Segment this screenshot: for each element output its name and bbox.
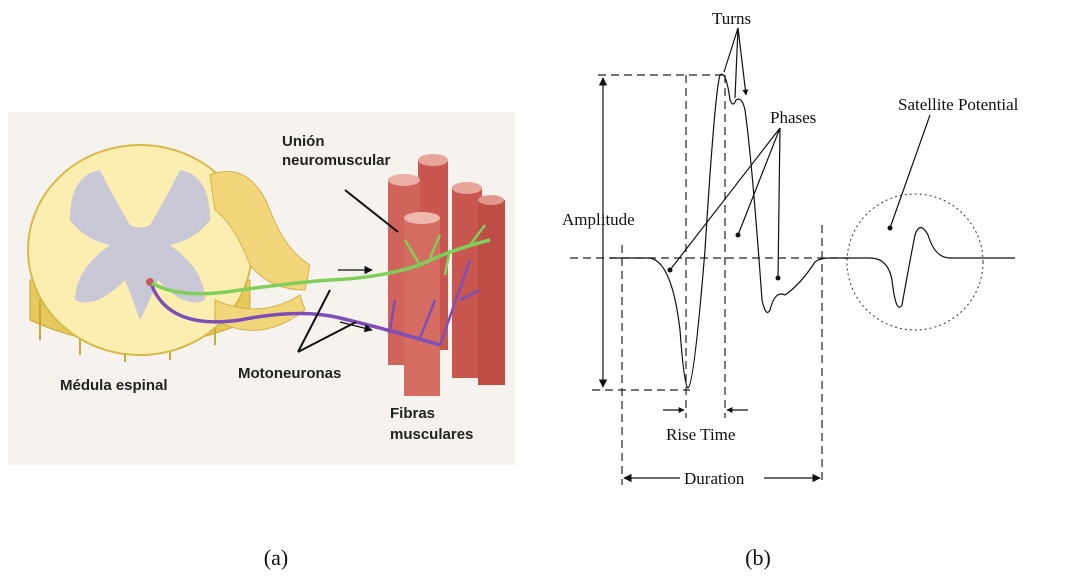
label: Unión xyxy=(282,133,325,150)
figure: Unión neuromuscular Médula espinal Moton… xyxy=(0,0,1079,578)
label: neuromuscular xyxy=(282,152,391,169)
label: Rise Time xyxy=(666,425,735,444)
phases-lines xyxy=(670,128,780,278)
panel-b: Turns Phases Satellite Potential Amplitu… xyxy=(562,9,1019,488)
caption: (b) xyxy=(745,545,771,570)
turns-arrows xyxy=(724,28,746,98)
label: Phases xyxy=(770,108,816,127)
label: Turns xyxy=(712,9,751,28)
satellite-circle xyxy=(847,194,983,330)
label: Motoneuronas xyxy=(238,365,341,382)
label: Satellite Potential xyxy=(898,95,1019,114)
label: musculares xyxy=(390,426,473,443)
panel-a: Unión neuromuscular Médula espinal Moton… xyxy=(8,112,515,465)
label: Fibras xyxy=(390,405,435,422)
label: Médula espinal xyxy=(60,377,168,394)
caption: (a) xyxy=(264,545,288,570)
satellite-line xyxy=(890,115,930,228)
label: Amplitude xyxy=(562,210,635,229)
label: Duration xyxy=(684,469,745,488)
